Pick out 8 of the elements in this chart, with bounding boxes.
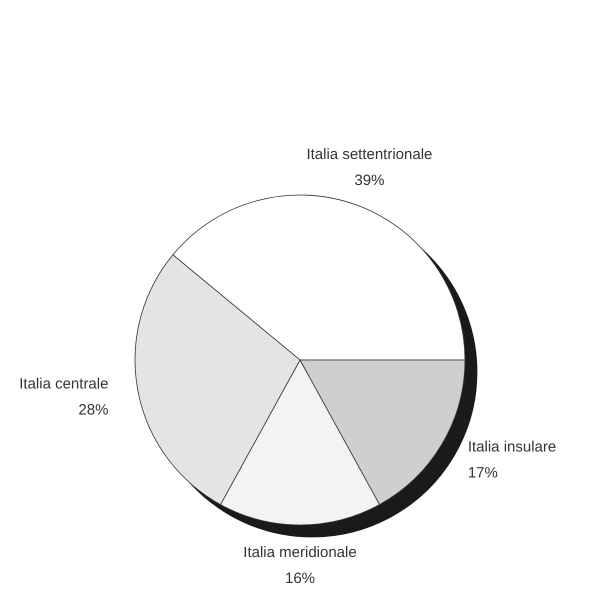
data-label: 39% <box>354 172 384 190</box>
slice-label: Italia centrale <box>19 376 108 393</box>
data-label: 17% <box>468 464 498 482</box>
slice-label: Italia meridionale <box>243 544 357 561</box>
data-label: 28% <box>78 402 108 419</box>
slice-label: Italia settentrionale <box>306 146 432 164</box>
data-label: 16% <box>284 570 316 587</box>
slice-label: Italia insulare <box>468 438 556 456</box>
